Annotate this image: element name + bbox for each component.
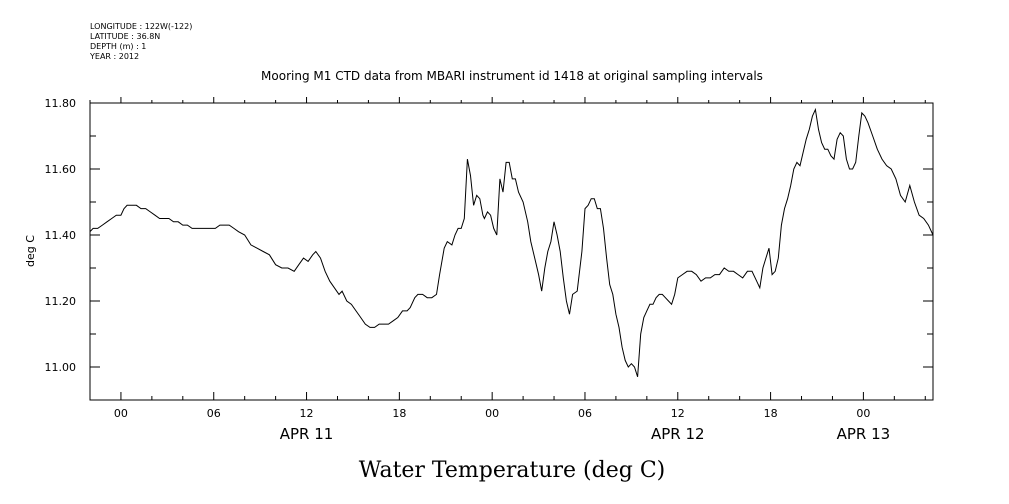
x-axis-label: Water Temperature (deg C)	[359, 458, 666, 483]
y-axis-label: deg C	[24, 235, 37, 267]
x-tick-label: 00	[485, 407, 499, 420]
x-tick-label: 18	[764, 407, 778, 420]
series-line-water-temperature	[89, 107, 934, 378]
latitude-label: LATITUDE : 36.8N	[90, 32, 161, 41]
y-tick-label: 11.00	[45, 361, 77, 374]
x-axis: 00 06 12 18 00 06 12 18 00	[89, 97, 926, 420]
chart-title: Mooring M1 CTD data from MBARI instrumen…	[261, 69, 763, 83]
x-tick-label: 12	[671, 407, 685, 420]
y-tick-label: 11.60	[45, 163, 77, 176]
date-labels: APR 11 APR 12 APR 13	[280, 425, 890, 443]
date-label: APR 11	[280, 425, 334, 443]
plot-frame	[89, 102, 934, 401]
date-label: APR 12	[651, 425, 705, 443]
x-tick-label: 06	[578, 407, 592, 420]
x-tick-label: 12	[300, 407, 314, 420]
longitude-label: LONGITUDE : 122W(-122)	[90, 22, 193, 31]
x-tick-label: 00	[114, 407, 128, 420]
date-label: APR 13	[837, 425, 891, 443]
y-tick-label: 11.20	[45, 295, 77, 308]
y-axis: 11.80 11.60 11.40 11.20 11.00	[45, 97, 933, 401]
x-tick-label: 00	[856, 407, 870, 420]
x-tick-label: 18	[392, 407, 406, 420]
metadata-block: LONGITUDE : 122W(-122) LATITUDE : 36.8N …	[90, 22, 192, 62]
year-label: YEAR : 2012	[90, 52, 140, 61]
x-tick-label: 06	[207, 407, 221, 420]
depth-label: DEPTH (m) : 1	[90, 42, 147, 51]
y-tick-label: 11.80	[45, 97, 77, 110]
y-tick-label: 11.40	[45, 229, 77, 242]
